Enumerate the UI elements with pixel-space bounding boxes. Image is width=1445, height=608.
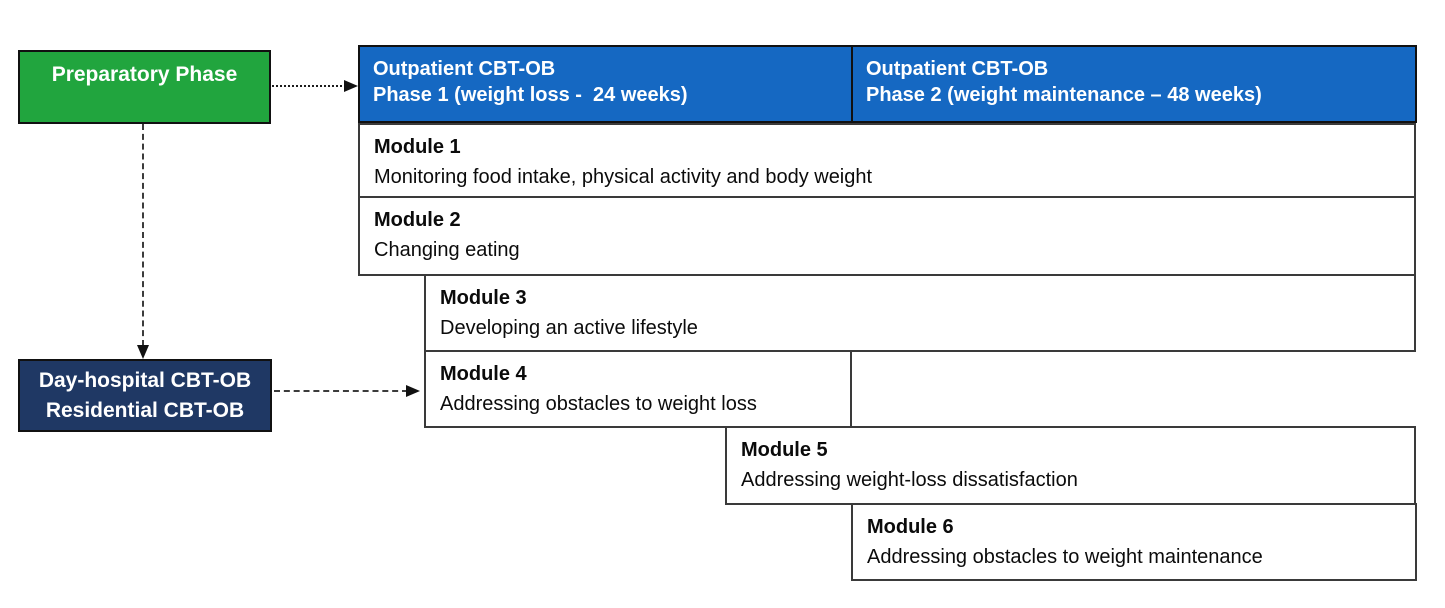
module-2-description: Changing eating: [374, 239, 520, 261]
day-hospital-residential-box: Day-hospital CBT-OB Residential CBT-OB: [18, 359, 272, 432]
residential-label: Residential CBT-OB: [45, 399, 245, 422]
module-6-title: Module 6: [867, 516, 954, 538]
phase2-title-line1: Outpatient CBT-OB: [866, 58, 1049, 80]
module-2-box: Module 2 Changing eating: [358, 196, 1416, 276]
phase1-title-line2: Phase 1 (weight loss - 24 weeks): [373, 84, 688, 106]
module-5-title: Module 5: [741, 439, 828, 461]
module-6-box: Module 6 Addressing obstacles to weight …: [851, 503, 1417, 581]
arrow-line: [272, 85, 346, 87]
arrowhead-down-icon: [137, 345, 149, 359]
module-5-box: Module 5 Addressing weight-loss dissatis…: [725, 426, 1416, 505]
module-5-description: Addressing weight-loss dissatisfaction: [741, 469, 1078, 491]
module-1-box: Module 1 Monitoring food intake, physica…: [358, 123, 1416, 198]
day-hospital-label: Day-hospital CBT-OB: [38, 369, 252, 392]
module-1-description: Monitoring food intake, physical activit…: [374, 166, 873, 188]
arrowhead-right-icon: [344, 80, 358, 92]
module-1-title: Module 1: [374, 136, 461, 158]
arrowhead-right-icon: [406, 385, 420, 397]
outpatient-phase1-header: Outpatient CBT-OB Phase 1 (weight loss -…: [358, 45, 853, 123]
outpatient-phase2-header: Outpatient CBT-OB Phase 2 (weight mainte…: [851, 45, 1417, 123]
preparatory-phase-label: Preparatory Phase: [51, 63, 238, 86]
module-2-title: Module 2: [374, 209, 461, 231]
module-4-title: Module 4: [440, 363, 527, 385]
phase2-title-line2: Phase 2 (weight maintenance – 48 weeks): [866, 84, 1262, 106]
module-6-description: Addressing obstacles to weight maintenan…: [867, 546, 1263, 568]
arrow-line: [142, 124, 144, 346]
module-4-description: Addressing obstacles to weight loss: [440, 393, 757, 415]
module-3-description: Developing an active lifestyle: [440, 317, 698, 339]
arrow-line: [274, 390, 408, 392]
preparatory-phase-box: Preparatory Phase: [18, 50, 271, 124]
phase1-title-line1: Outpatient CBT-OB: [373, 58, 556, 80]
module-3-box: Module 3 Developing an active lifestyle: [424, 274, 1416, 352]
module-4-box: Module 4 Addressing obstacles to weight …: [424, 350, 852, 428]
module-3-title: Module 3: [440, 287, 527, 309]
